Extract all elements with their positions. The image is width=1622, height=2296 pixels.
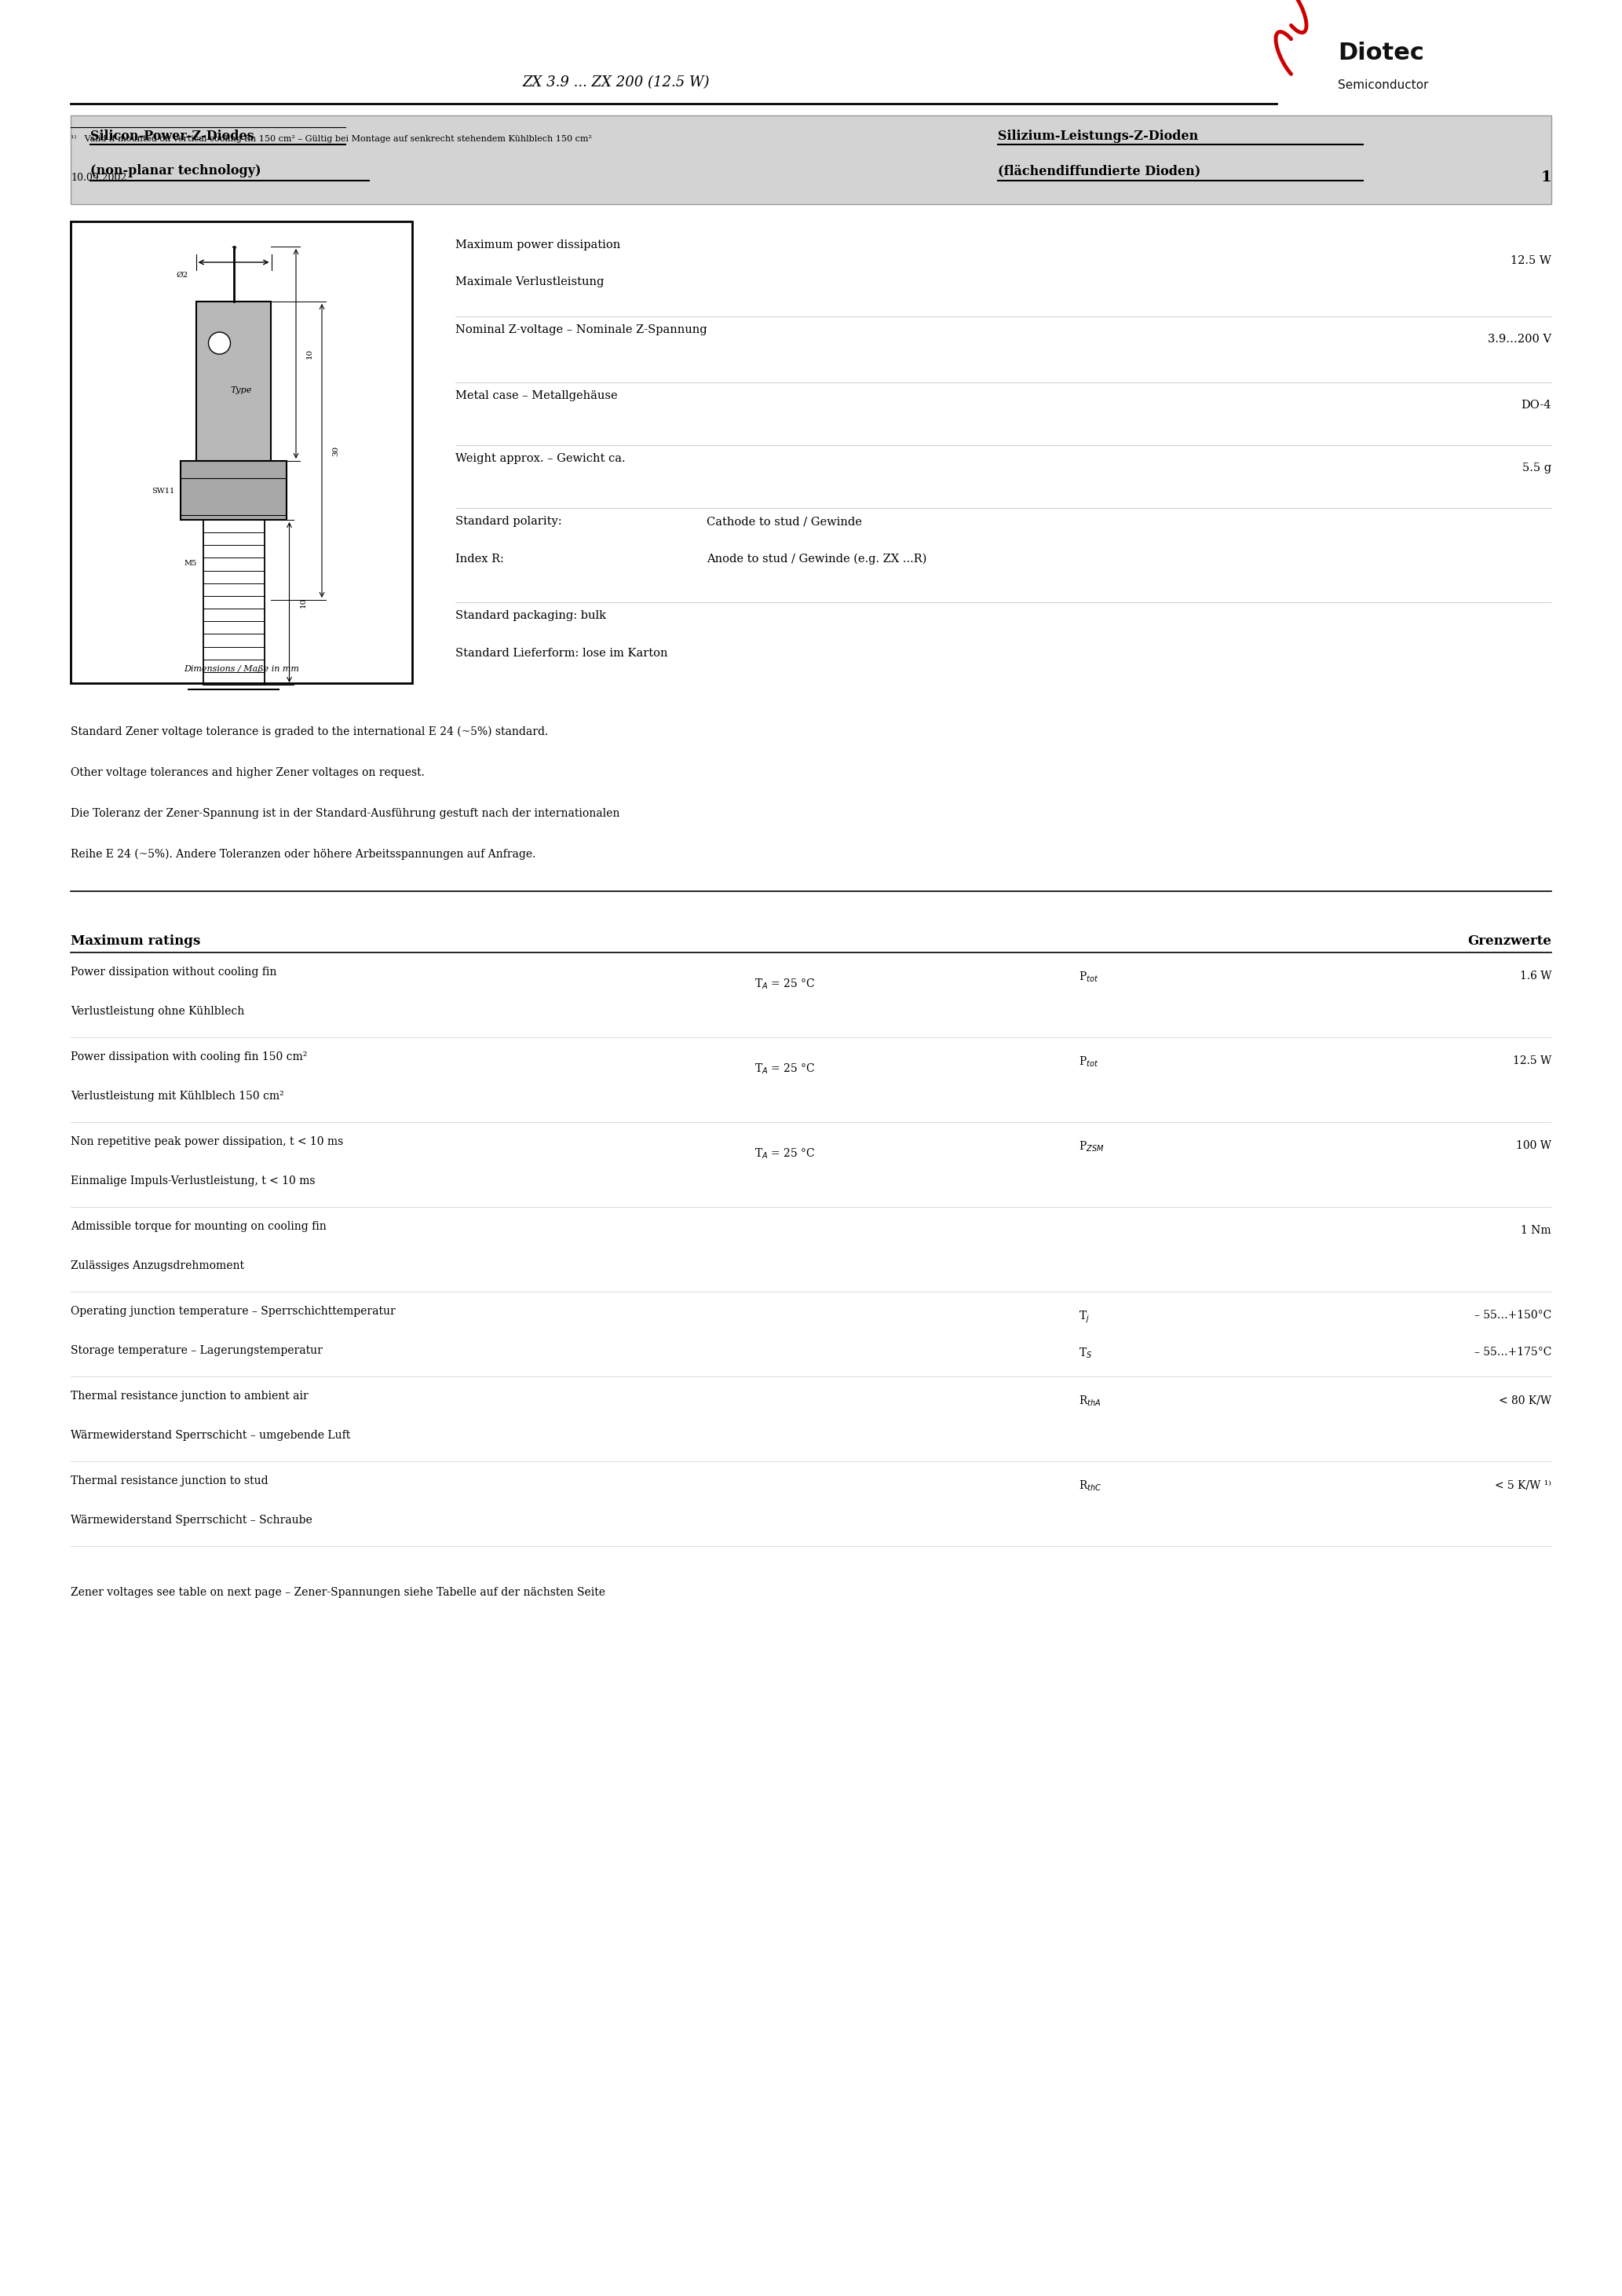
Text: 1.6 W: 1.6 W xyxy=(1520,971,1551,980)
Text: Wärmewiderstand Sperrschicht – Schraube: Wärmewiderstand Sperrschicht – Schraube xyxy=(71,1515,313,1527)
Text: Metal case – Metallgehäuse: Metal case – Metallgehäuse xyxy=(456,390,618,402)
Text: Other voltage tolerances and higher Zener voltages on request.: Other voltage tolerances and higher Zene… xyxy=(71,767,425,778)
Circle shape xyxy=(209,333,230,354)
Text: Standard polarity:: Standard polarity: xyxy=(456,517,561,526)
Text: SW11: SW11 xyxy=(151,487,174,494)
Text: Admissible torque for mounting on cooling fin: Admissible torque for mounting on coolin… xyxy=(71,1221,326,1233)
Text: Standard Lieferform: lose im Karton: Standard Lieferform: lose im Karton xyxy=(456,647,668,659)
Text: Silicon-Power-Z-Diodes: Silicon-Power-Z-Diodes xyxy=(91,129,255,142)
Text: 30: 30 xyxy=(333,445,339,457)
Text: Ø2: Ø2 xyxy=(177,271,188,278)
Text: Cathode to stud / Gewinde: Cathode to stud / Gewinde xyxy=(707,517,861,526)
FancyBboxPatch shape xyxy=(71,220,412,684)
FancyBboxPatch shape xyxy=(180,461,287,519)
Text: Maximum ratings: Maximum ratings xyxy=(71,934,201,948)
Text: 1: 1 xyxy=(1541,170,1551,184)
Text: Verlustleistung mit Kühlblech 150 cm²: Verlustleistung mit Kühlblech 150 cm² xyxy=(71,1091,284,1102)
Text: 3.9…200 V: 3.9…200 V xyxy=(1487,333,1551,344)
Text: P$_{tot}$: P$_{tot}$ xyxy=(1079,1056,1098,1070)
Text: Standard packaging: bulk: Standard packaging: bulk xyxy=(456,611,607,622)
Text: T$_A$ = 25 °C: T$_A$ = 25 °C xyxy=(754,1061,816,1075)
Text: Wärmewiderstand Sperrschicht – umgebende Luft: Wärmewiderstand Sperrschicht – umgebende… xyxy=(71,1430,350,1442)
Text: R$_{thA}$: R$_{thA}$ xyxy=(1079,1394,1101,1407)
Text: (flächendiffundierte Dioden): (flächendiffundierte Dioden) xyxy=(998,165,1200,177)
Text: Non repetitive peak power dissipation, t < 10 ms: Non repetitive peak power dissipation, t… xyxy=(71,1137,344,1148)
Text: ZX 3.9 ... ZX 200 (12.5 W): ZX 3.9 ... ZX 200 (12.5 W) xyxy=(522,76,710,90)
Text: 1 Nm: 1 Nm xyxy=(1521,1226,1551,1235)
Text: M5: M5 xyxy=(183,560,196,567)
Text: Weight approx. – Gewicht ca.: Weight approx. – Gewicht ca. xyxy=(456,452,626,464)
Text: Operating junction temperature – Sperrschichttemperatur: Operating junction temperature – Sperrsc… xyxy=(71,1306,396,1318)
Text: Anode to stud / Gewinde (e.g. ZX ...R): Anode to stud / Gewinde (e.g. ZX ...R) xyxy=(707,553,926,565)
Text: Zener voltages see table on next page – Zener-Spannungen siehe Tabelle auf der n: Zener voltages see table on next page – … xyxy=(71,1587,605,1598)
FancyBboxPatch shape xyxy=(71,115,1551,204)
Text: 10: 10 xyxy=(307,349,313,358)
Text: T$_S$: T$_S$ xyxy=(1079,1348,1092,1359)
Text: T$_j$: T$_j$ xyxy=(1079,1309,1090,1325)
Text: P$_{tot}$: P$_{tot}$ xyxy=(1079,971,1098,985)
Text: – 55…+175°C: – 55…+175°C xyxy=(1474,1348,1551,1357)
Text: Index R:: Index R: xyxy=(456,553,504,565)
Text: Silizium-Leistungs-Z-Dioden: Silizium-Leistungs-Z-Dioden xyxy=(998,129,1199,142)
Text: Maximale Verlustleistung: Maximale Verlustleistung xyxy=(456,276,603,287)
Text: Storage temperature – Lagerungstemperatur: Storage temperature – Lagerungstemperatu… xyxy=(71,1345,323,1357)
Text: Reihe E 24 (~5%). Andere Toleranzen oder höhere Arbeitsspannungen auf Anfrage.: Reihe E 24 (~5%). Andere Toleranzen oder… xyxy=(71,850,535,861)
Text: 100 W: 100 W xyxy=(1517,1141,1551,1150)
Text: R$_{thC}$: R$_{thC}$ xyxy=(1079,1479,1101,1492)
Text: Maximum power dissipation: Maximum power dissipation xyxy=(456,239,621,250)
Text: Power dissipation with cooling fin 150 cm²: Power dissipation with cooling fin 150 c… xyxy=(71,1052,307,1063)
Text: ¹⁾   Valid if mounted on vertical cooling fin 150 cm² – Gültig bei Montage auf s: ¹⁾ Valid if mounted on vertical cooling … xyxy=(71,135,592,142)
Text: Einmalige Impuls-Verlustleistung, t < 10 ms: Einmalige Impuls-Verlustleistung, t < 10… xyxy=(71,1176,315,1187)
Text: Verlustleistung ohne Kühlblech: Verlustleistung ohne Kühlblech xyxy=(71,1006,245,1017)
Text: Dimensions / Maße in mm: Dimensions / Maße in mm xyxy=(183,666,298,673)
FancyBboxPatch shape xyxy=(196,301,271,461)
Text: Grenzwerte: Grenzwerte xyxy=(1468,934,1551,948)
Text: Power dissipation without cooling fin: Power dissipation without cooling fin xyxy=(71,967,277,978)
Text: P$_{ZSM}$: P$_{ZSM}$ xyxy=(1079,1141,1105,1155)
Text: Thermal resistance junction to stud: Thermal resistance junction to stud xyxy=(71,1476,268,1486)
Text: 5.5 g: 5.5 g xyxy=(1521,461,1551,473)
Text: (non-planar technology): (non-planar technology) xyxy=(91,165,261,177)
Text: T$_A$ = 25 °C: T$_A$ = 25 °C xyxy=(754,1146,816,1159)
Text: Standard Zener voltage tolerance is graded to the international E 24 (~5%) stand: Standard Zener voltage tolerance is grad… xyxy=(71,726,548,737)
Text: Die Toleranz der Zener-Spannung ist in der Standard-Ausführung gestuft nach der : Die Toleranz der Zener-Spannung ist in d… xyxy=(71,808,620,820)
Text: 10.09.2002: 10.09.2002 xyxy=(71,172,127,184)
Text: 7: 7 xyxy=(230,246,237,255)
Text: Type: Type xyxy=(230,386,251,395)
Text: Semiconductor: Semiconductor xyxy=(1338,78,1429,92)
Text: Nominal Z-voltage – Nominale Z-Spannung: Nominal Z-voltage – Nominale Z-Spannung xyxy=(456,324,707,335)
Text: Zulässiges Anzugsdrehmoment: Zulässiges Anzugsdrehmoment xyxy=(71,1261,245,1272)
Text: T$_A$ = 25 °C: T$_A$ = 25 °C xyxy=(754,978,816,990)
Text: < 5 K/W ¹⁾: < 5 K/W ¹⁾ xyxy=(1495,1479,1551,1490)
Text: Diotec: Diotec xyxy=(1338,41,1424,64)
Text: 12.5 W: 12.5 W xyxy=(1510,255,1551,266)
Text: < 80 K/W: < 80 K/W xyxy=(1499,1394,1551,1405)
Text: 10: 10 xyxy=(300,597,307,608)
Text: Thermal resistance junction to ambient air: Thermal resistance junction to ambient a… xyxy=(71,1391,308,1401)
Text: – 55…+150°C: – 55…+150°C xyxy=(1474,1309,1551,1320)
Text: DO-4: DO-4 xyxy=(1521,400,1551,411)
Text: 12.5 W: 12.5 W xyxy=(1513,1056,1551,1065)
